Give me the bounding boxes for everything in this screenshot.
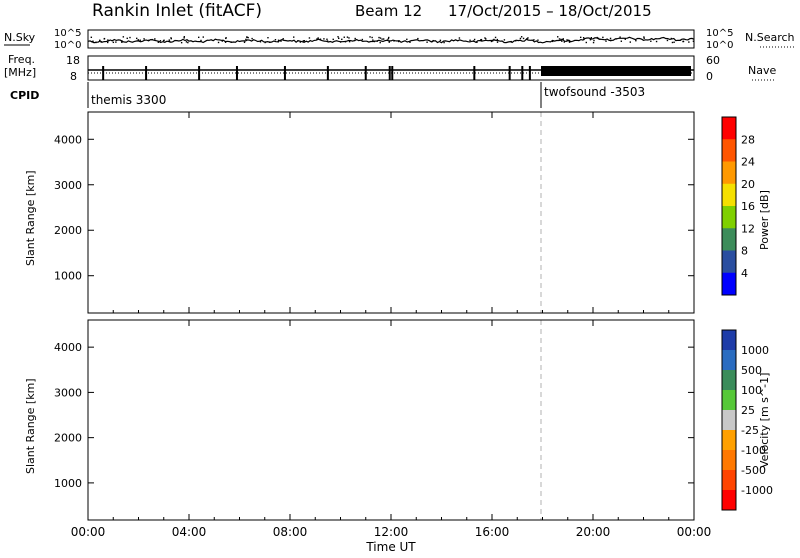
noise-left-tick-bottom: 10^0 — [54, 40, 81, 51]
nsearch-label: N.Search — [745, 31, 795, 44]
noise-right-tick-bottom: 10^0 — [706, 40, 733, 51]
freq-label: Freq. — [8, 53, 35, 66]
cpid-row: CPID themis 3300 twofsound -3503 — [10, 82, 645, 108]
nave-tick-top: 60 — [706, 54, 720, 67]
nave-label: Nave — [748, 64, 776, 77]
nave-tick-bottom: 0 — [706, 70, 713, 83]
freq-tick-top: 18 — [66, 54, 80, 67]
noise-right-tick-top: 10^5 — [706, 28, 733, 39]
freq-nave-panel: Freq. [MHz] 18 8 60 0 Nave — [4, 53, 776, 83]
power-heatmap — [99, 113, 526, 312]
noise-panel: N.Sky 10^5 10^0 10^5 10^0 N.Search — [4, 28, 796, 51]
noise-series-line — [88, 37, 694, 43]
date-range: 17/Oct/2015 – 18/Oct/2015 — [448, 2, 652, 20]
cpid-segment-2: twofsound -3503 — [544, 85, 645, 99]
cpid-label: CPID — [10, 89, 39, 102]
beam-label: Beam 12 — [355, 2, 422, 20]
cpid-segment-1: themis 3300 — [91, 93, 166, 107]
nsky-label: N.Sky — [4, 31, 36, 44]
mhz-label: [MHz] — [4, 66, 36, 79]
noise-left-tick-top: 10^5 — [54, 28, 81, 39]
freq-tick-bottom: 8 — [70, 70, 77, 83]
nave-dense-block — [541, 66, 691, 76]
figure-title: Rankin Inlet (fitACF) — [92, 1, 262, 21]
